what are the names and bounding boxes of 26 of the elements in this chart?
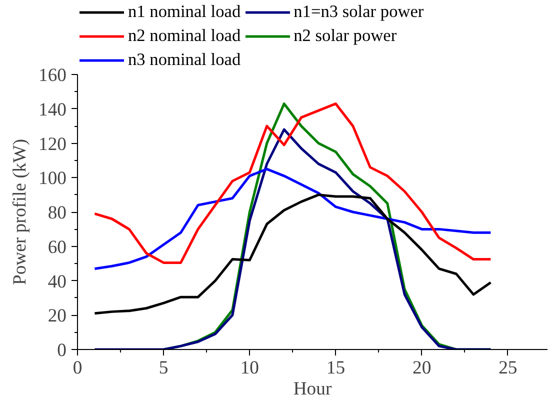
x-axis-title: Hour xyxy=(293,378,332,400)
line-series xyxy=(93,168,492,270)
line-series xyxy=(93,194,492,315)
y-tick-label: 140 xyxy=(38,99,66,120)
y-tick-label: 20 xyxy=(48,306,66,327)
y-tick-label: 0 xyxy=(57,340,66,361)
y-tick-label: 160 xyxy=(38,65,66,86)
line-series xyxy=(93,102,492,264)
legend-label: n3 nominal load xyxy=(128,50,241,68)
line-series xyxy=(93,128,492,350)
legend-label: n2 solar power xyxy=(294,26,397,46)
legend-label: n1=n3 solar power xyxy=(294,2,424,22)
x-tick-label: 10 xyxy=(240,358,259,378)
x-tick-label: 0 xyxy=(72,358,82,378)
y-axis-title: Power profile (kW) xyxy=(10,138,31,286)
y-tick-label: 120 xyxy=(38,134,66,155)
y-tick-label: 40 xyxy=(48,271,66,292)
x-tick-label: 5 xyxy=(158,358,168,378)
y-tick-label: 80 xyxy=(48,202,66,224)
x-tick-label: 15 xyxy=(326,358,346,378)
x-tick-label: 25 xyxy=(498,358,518,378)
legend-label: n1 nominal load xyxy=(128,2,241,22)
y-tick-label: 60 xyxy=(48,236,66,258)
y-tick-label: 100 xyxy=(38,168,66,190)
legend-label: n2 nominal load xyxy=(128,26,241,46)
x-tick-label: 20 xyxy=(412,358,432,378)
